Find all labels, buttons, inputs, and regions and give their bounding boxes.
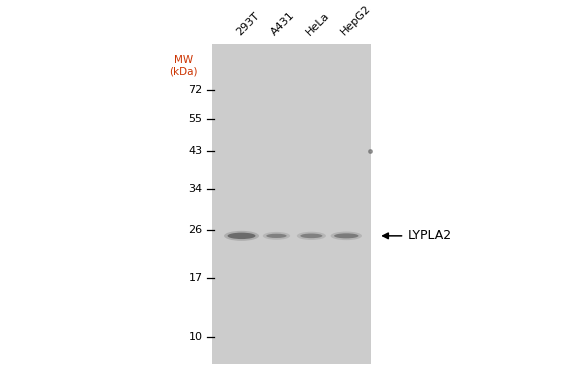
Bar bbox=[212, 71, 371, 76]
Bar bbox=[212, 87, 371, 92]
Ellipse shape bbox=[297, 232, 326, 240]
Ellipse shape bbox=[224, 231, 259, 241]
Ellipse shape bbox=[262, 232, 290, 240]
Bar bbox=[212, 342, 371, 348]
Text: HepG2: HepG2 bbox=[339, 3, 373, 37]
Bar bbox=[212, 353, 371, 358]
Bar bbox=[212, 300, 371, 305]
Bar bbox=[212, 348, 371, 353]
Bar bbox=[212, 81, 371, 87]
Text: 72: 72 bbox=[189, 85, 203, 96]
Bar bbox=[212, 44, 371, 50]
Bar bbox=[212, 76, 371, 81]
Bar bbox=[212, 215, 371, 220]
Bar bbox=[212, 321, 371, 327]
Bar bbox=[212, 268, 371, 273]
Bar bbox=[212, 252, 371, 257]
Bar bbox=[212, 188, 371, 193]
Bar bbox=[212, 92, 371, 97]
Bar bbox=[212, 50, 371, 55]
Bar bbox=[212, 156, 371, 161]
Bar bbox=[212, 273, 371, 279]
Bar bbox=[212, 209, 371, 215]
Bar bbox=[212, 310, 371, 316]
Bar bbox=[212, 167, 371, 172]
Bar bbox=[212, 129, 371, 135]
Bar bbox=[212, 198, 371, 204]
Bar bbox=[212, 279, 371, 284]
Bar bbox=[212, 204, 371, 209]
Text: MW
(kDa): MW (kDa) bbox=[169, 55, 197, 76]
Bar bbox=[212, 327, 371, 332]
Text: HeLa: HeLa bbox=[304, 10, 331, 37]
Bar bbox=[212, 193, 371, 198]
Bar bbox=[212, 305, 371, 310]
Bar bbox=[212, 135, 371, 140]
Bar bbox=[212, 231, 371, 236]
Bar bbox=[212, 60, 371, 65]
Bar bbox=[212, 236, 371, 241]
Bar bbox=[212, 241, 371, 246]
Text: A431: A431 bbox=[269, 9, 297, 37]
Text: 43: 43 bbox=[189, 146, 203, 156]
Bar bbox=[212, 145, 371, 150]
Ellipse shape bbox=[300, 234, 322, 238]
Text: 55: 55 bbox=[189, 114, 203, 124]
Bar bbox=[212, 161, 371, 167]
Text: 34: 34 bbox=[189, 184, 203, 194]
Bar bbox=[212, 97, 371, 103]
Bar bbox=[212, 65, 371, 71]
Bar bbox=[212, 55, 371, 60]
Bar bbox=[212, 337, 371, 342]
Ellipse shape bbox=[228, 232, 255, 239]
Bar bbox=[212, 294, 371, 300]
Bar bbox=[212, 103, 371, 108]
Bar bbox=[212, 183, 371, 188]
Bar bbox=[212, 150, 371, 156]
Bar bbox=[212, 289, 371, 294]
Text: 293T: 293T bbox=[235, 10, 261, 37]
Bar bbox=[212, 119, 371, 124]
Bar bbox=[212, 140, 371, 145]
Text: 10: 10 bbox=[189, 332, 203, 342]
Bar bbox=[212, 108, 371, 113]
Bar bbox=[212, 177, 371, 183]
Bar bbox=[212, 44, 371, 364]
Text: LYPLA2: LYPLA2 bbox=[407, 229, 452, 242]
Bar bbox=[212, 284, 371, 289]
Bar bbox=[212, 332, 371, 337]
Bar bbox=[212, 358, 371, 364]
Text: 26: 26 bbox=[189, 225, 203, 235]
Bar bbox=[212, 220, 371, 225]
Ellipse shape bbox=[331, 232, 362, 240]
Bar bbox=[212, 113, 371, 119]
Bar bbox=[212, 316, 371, 321]
Bar bbox=[212, 225, 371, 231]
Bar bbox=[212, 124, 371, 129]
Ellipse shape bbox=[334, 233, 359, 239]
Text: 17: 17 bbox=[189, 273, 203, 283]
Bar bbox=[212, 246, 371, 252]
Ellipse shape bbox=[266, 234, 286, 238]
Bar bbox=[212, 172, 371, 177]
Bar bbox=[212, 262, 371, 268]
Bar bbox=[212, 257, 371, 262]
